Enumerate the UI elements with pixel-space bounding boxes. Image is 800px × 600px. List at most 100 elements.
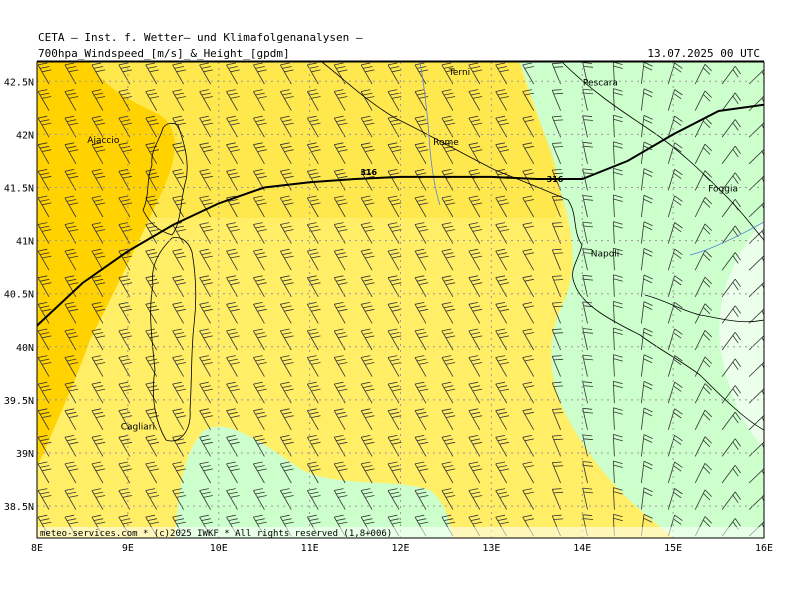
wind-barb (333, 142, 348, 164)
wind-barb (199, 514, 213, 537)
wind-barb (199, 195, 213, 218)
wind-barb (441, 514, 456, 537)
wind-barb (551, 115, 564, 138)
wind-barb (37, 142, 52, 164)
wind-barb (172, 302, 186, 324)
wind-barb (91, 488, 106, 510)
wind-barb (91, 169, 106, 191)
wind-barb (387, 195, 402, 218)
wind-barb (387, 115, 402, 138)
wind-barb (226, 169, 240, 191)
wind-barb (64, 461, 79, 484)
wind-barb (748, 202, 764, 218)
wind-barb (118, 408, 133, 430)
wind-barb (468, 62, 483, 85)
wind-barb (387, 355, 402, 377)
wind-barb (360, 195, 375, 218)
wind-barb (495, 62, 510, 85)
wind-barb (226, 302, 240, 324)
wind-barb (279, 115, 294, 138)
wind-barb (468, 248, 483, 271)
lat-tick-label: 40N (16, 343, 34, 354)
wind-barb (694, 330, 712, 351)
wind-barb (145, 328, 160, 351)
wind-barb (118, 169, 133, 191)
wind-barb (91, 408, 106, 430)
wind-barb (414, 302, 429, 324)
wind-barb (582, 328, 594, 351)
wind-barb (360, 115, 375, 138)
wind-barb (414, 461, 429, 484)
wind-barb (279, 488, 294, 510)
wind-barb (721, 411, 741, 431)
wind-barb (64, 115, 79, 138)
organization-header: CETA — Inst. f. Wetter— und Klimafolgena… (38, 31, 363, 44)
wind-barb (226, 328, 240, 351)
copyright-footer: meteo-services.com * (c)2025 IWKF * All … (40, 529, 392, 539)
wind-barb (522, 248, 535, 271)
city-label: Foggia (708, 185, 738, 195)
wind-barb (360, 89, 375, 111)
wind-barb (441, 302, 456, 324)
wind-barb (279, 408, 294, 430)
wind-barb (522, 381, 535, 404)
wind-barb (333, 222, 348, 244)
wind-barb (118, 142, 133, 164)
wind-barb (495, 355, 510, 377)
wind-barb (37, 408, 52, 430)
wind-barb (387, 381, 402, 404)
wind-barb (387, 302, 402, 324)
wind-barb (387, 169, 402, 191)
wind-barb (118, 195, 133, 218)
wind-barb (226, 461, 240, 484)
wind-barb (667, 434, 683, 457)
wind-barb (333, 461, 348, 484)
wind-barb (306, 302, 321, 324)
wind-barb (360, 222, 375, 244)
wind-barb (118, 514, 133, 537)
wind-barb (468, 195, 483, 218)
wind-barb (172, 328, 186, 351)
wind-barb (145, 115, 160, 138)
wind-barb (360, 461, 375, 484)
wind-barb (226, 435, 240, 457)
wind-barb (694, 250, 712, 271)
wind-barb (360, 514, 375, 537)
map-frame (36, 61, 765, 539)
wind-barb (441, 275, 456, 297)
wind-barb (145, 62, 160, 85)
wind-barb (118, 222, 133, 244)
wind-barb (551, 461, 564, 484)
wind-barb (253, 355, 267, 377)
wind-barb (667, 488, 683, 510)
wind-barb (279, 248, 294, 271)
city-label: Ajaccio (87, 136, 120, 146)
wind-barb (414, 142, 429, 164)
wind-barb (279, 435, 294, 457)
wind-barb (253, 514, 267, 537)
wind-barb (468, 115, 483, 138)
wind-barb (145, 222, 160, 244)
wind-barb (414, 355, 429, 377)
contour-label: 316 (360, 168, 377, 177)
lat-tick-label: 40.5N (4, 290, 34, 301)
wind-barb (91, 115, 106, 138)
wind-barb (279, 195, 294, 218)
wind-barb (582, 248, 594, 271)
wind-barb (333, 115, 348, 138)
lat-tick-label: 41.5N (4, 184, 34, 195)
wind-barb (37, 89, 52, 111)
wind-barb (145, 381, 160, 404)
wind-barb (667, 381, 683, 404)
sardinia-coast (150, 237, 197, 442)
wind-barb (279, 302, 294, 324)
wind-barb (306, 248, 321, 271)
wind-barb (226, 248, 240, 271)
wind-barb (199, 435, 213, 457)
wind-barb (253, 195, 267, 218)
wind-barb (64, 355, 79, 377)
wind-barb (360, 355, 375, 377)
wind-barb (468, 408, 483, 430)
wind-barb (522, 169, 535, 191)
